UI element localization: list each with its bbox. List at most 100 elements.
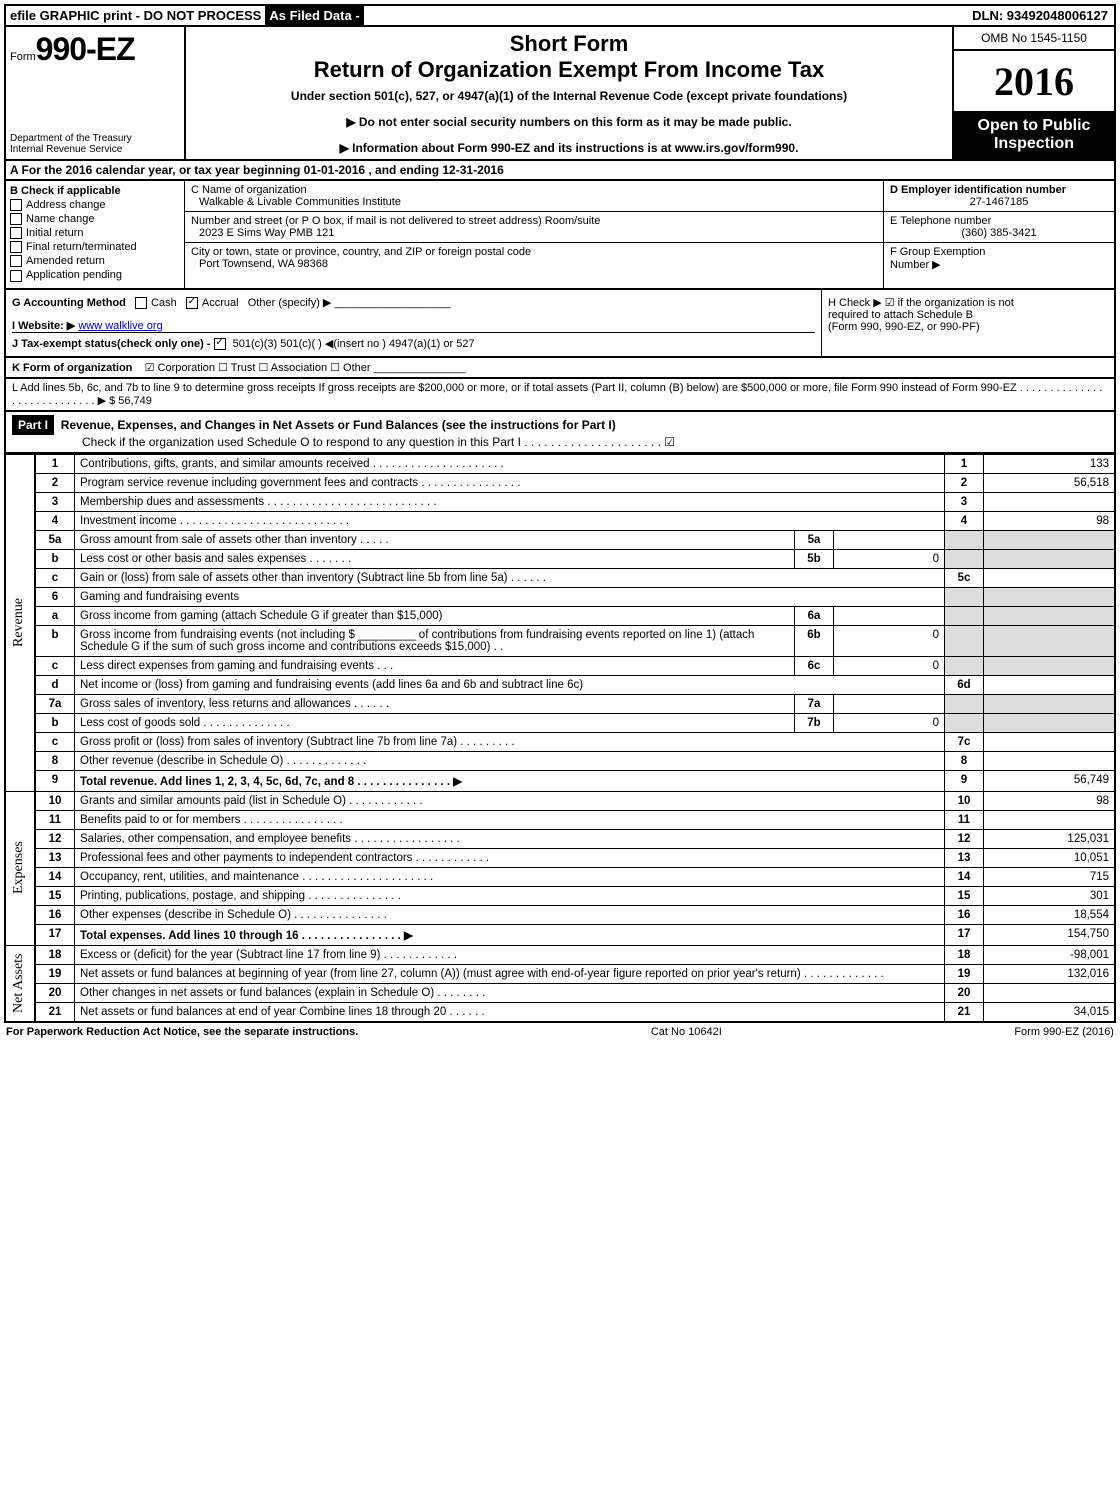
line-5b-sub: 5b [795,549,834,568]
line-4-num: 4 [945,511,984,530]
line-5a-num-grey [945,530,984,549]
checkbox-initial-return[interactable] [10,227,22,239]
label-address-change: Address change [26,199,106,211]
line-10-no: 10 [35,791,75,810]
line-6d-num: 6d [945,675,984,694]
line-7b-desc: Less cost of goods sold . . . . . . . . … [75,713,795,732]
checkbox-final-return[interactable] [10,241,22,253]
line-20-no: 20 [35,983,75,1002]
instruction-2: ▶ Information about Form 990-EZ and its … [194,141,944,155]
instruction-1: ▶ Do not enter social security numbers o… [194,115,944,129]
checkbox-name-change[interactable] [10,213,22,225]
row-k: K Form of organization ☑ Corporation ☐ T… [4,358,1116,379]
line-7c-desc: Gross profit or (loss) from sales of inv… [75,732,945,751]
line-15-no: 15 [35,886,75,905]
line-7a-subval [834,694,945,713]
line-6c-val-grey [984,656,1116,675]
h-line3: (Form 990, 990-EZ, or 990-PF) [828,321,1108,333]
ein-label: D Employer identification number [890,184,1108,196]
line-3-no: 3 [35,492,75,511]
line-9-num: 9 [945,770,984,791]
line-17-desc: Total expenses. Add lines 10 through 16 … [75,924,945,945]
column-c: C Name of organization Walkable & Livabl… [185,181,884,288]
line-15-val: 301 [984,886,1116,905]
line-15-num: 15 [945,886,984,905]
revenue-section-label: Revenue [5,454,35,791]
line-5c-desc: Gain or (loss) from sale of assets other… [75,568,945,587]
line-13-no: 13 [35,848,75,867]
line-4-val: 98 [984,511,1116,530]
top-bar: efile GRAPHIC print - DO NOT PROCESS As … [4,4,1116,27]
line-7b-num-grey [945,713,984,732]
page-footer: For Paperwork Reduction Act Notice, see … [4,1022,1116,1041]
line-7b-subval: 0 [834,713,945,732]
subtitle: Under section 501(c), 527, or 4947(a)(1)… [194,89,944,103]
label-final-return: Final return/terminated [26,241,137,253]
line-20-num: 20 [945,983,984,1002]
line-5b-desc: Less cost or other basis and sales expen… [75,549,795,568]
line-6b-val-grey [984,625,1116,656]
line-20-desc: Other changes in net assets or fund bala… [75,983,945,1002]
line-7a-desc: Gross sales of inventory, less returns a… [75,694,795,713]
line-13-num: 13 [945,848,984,867]
line-2-no: 2 [35,473,75,492]
checkbox-address-change[interactable] [10,199,22,211]
tax-exempt-options: 501(c)(3) 501(c)( ) ◀(insert no ) 4947(a… [233,338,475,350]
form-prefix: Form [10,51,36,63]
ein-value: 27-1467185 [890,196,1108,208]
line-6b-num-grey [945,625,984,656]
checkbox-amended-return[interactable] [10,255,22,267]
address-value: 2023 E Sims Way PMB 121 [191,227,877,239]
line-5c-no: c [35,568,75,587]
line-6b-desc: Gross income from fundraising events (no… [75,625,795,656]
line-6-no: 6 [35,587,75,606]
label-accrual: Accrual [202,297,239,309]
line-5a-val-grey [984,530,1116,549]
line-5c-num: 5c [945,568,984,587]
row-l: L Add lines 5b, 6c, and 7b to line 9 to … [4,379,1116,412]
line-17-num: 17 [945,924,984,945]
line-14-num: 14 [945,867,984,886]
line-11-val [984,810,1116,829]
line-19-val: 132,016 [984,964,1116,983]
dept-irs: Internal Revenue Service [10,144,180,155]
line-6a-desc: Gross income from gaming (attach Schedul… [75,606,795,625]
line-6a-no: a [35,606,75,625]
website-label: I Website: ▶ [12,320,75,332]
line-11-num: 11 [945,810,984,829]
line-7b-sub: 7b [795,713,834,732]
line-7c-val [984,732,1116,751]
header-left: Form990-EZ Department of the Treasury In… [6,27,186,159]
section-bcdef: B Check if applicable Address change Nam… [4,181,1116,290]
line-1-num: 1 [945,454,984,473]
checkbox-501c3[interactable] [214,338,226,350]
website-link[interactable]: www walklive org [78,320,162,332]
line-11-no: 11 [35,810,75,829]
line-10-num: 10 [945,791,984,810]
line-6d-no: d [35,675,75,694]
line-3-desc: Membership dues and assessments . . . . … [75,492,945,511]
line-8-no: 8 [35,751,75,770]
line-7a-num-grey [945,694,984,713]
footer-right: Form 990-EZ (2016) [1014,1026,1114,1038]
open-public-badge: Open to Public Inspection [954,111,1114,159]
line-21-num: 21 [945,1002,984,1021]
checkbox-cash[interactable] [135,297,147,309]
checkbox-accrual[interactable] [186,297,198,309]
line-7a-no: 7a [35,694,75,713]
line-14-desc: Occupancy, rent, utilities, and maintena… [75,867,945,886]
line-6b-subval: 0 [834,625,945,656]
line-18-desc: Excess or (deficit) for the year (Subtra… [75,945,945,964]
line-16-no: 16 [35,905,75,924]
line-5a-no: 5a [35,530,75,549]
line-5b-num-grey [945,549,984,568]
row-a-tax-year: A For the 2016 calendar year, or tax yea… [4,161,1116,181]
checkbox-application-pending[interactable] [10,270,22,282]
label-initial-return: Initial return [26,227,83,239]
line-4-desc: Investment income . . . . . . . . . . . … [75,511,945,530]
line-5c-val [984,568,1116,587]
header-right: OMB No 1545-1150 2016 Open to Public Ins… [952,27,1114,159]
line-18-val: -98,001 [984,945,1116,964]
line-20-val [984,983,1116,1002]
open-public-2: Inspection [956,135,1112,153]
